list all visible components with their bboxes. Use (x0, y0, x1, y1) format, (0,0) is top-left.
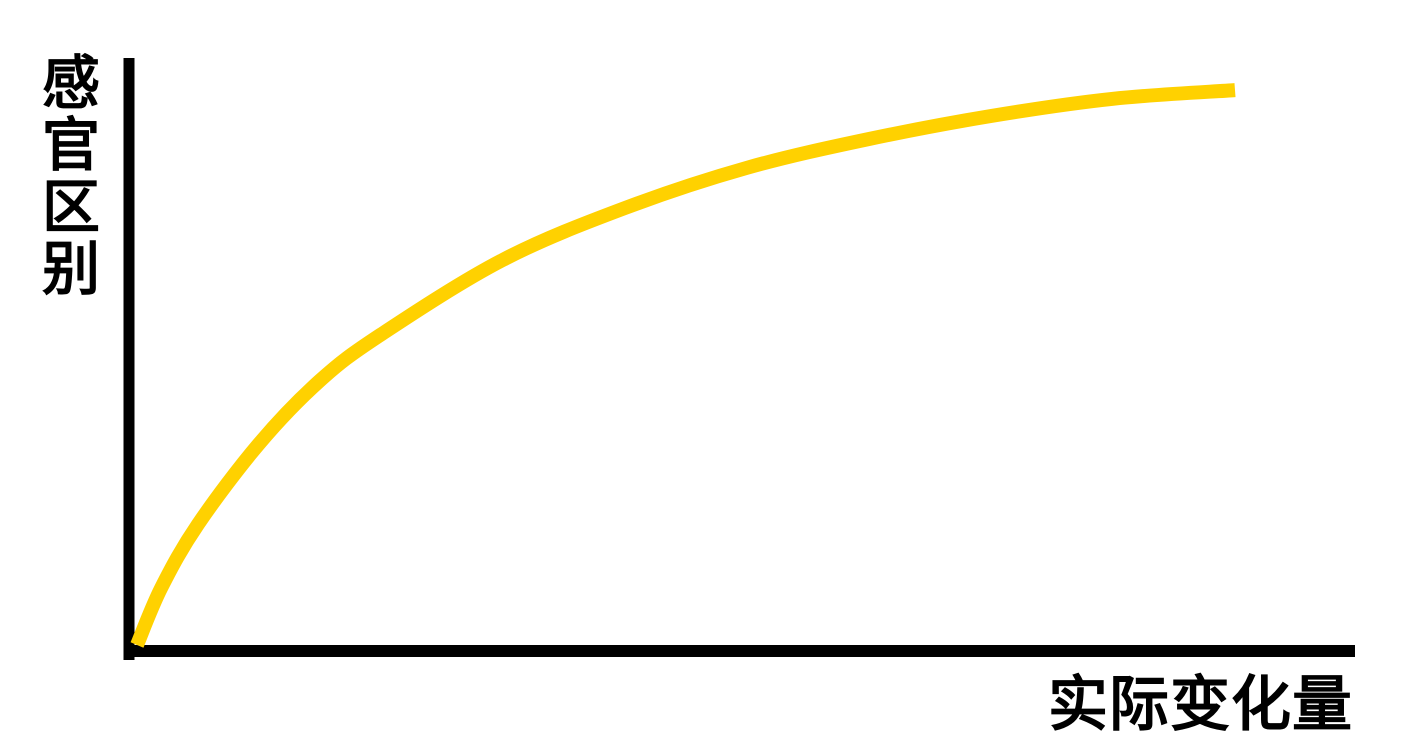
y-axis-label: 感官区别 (36, 52, 106, 300)
y-axis-label-char: 感 (41, 49, 100, 117)
y-axis-label-char: 别 (41, 235, 100, 303)
x-axis-label: 实际变化量 (1048, 670, 1353, 740)
y-axis-label-char: 官 (41, 111, 100, 179)
y-axis-label-char: 区 (41, 173, 100, 241)
series-curve (130, 83, 1236, 648)
